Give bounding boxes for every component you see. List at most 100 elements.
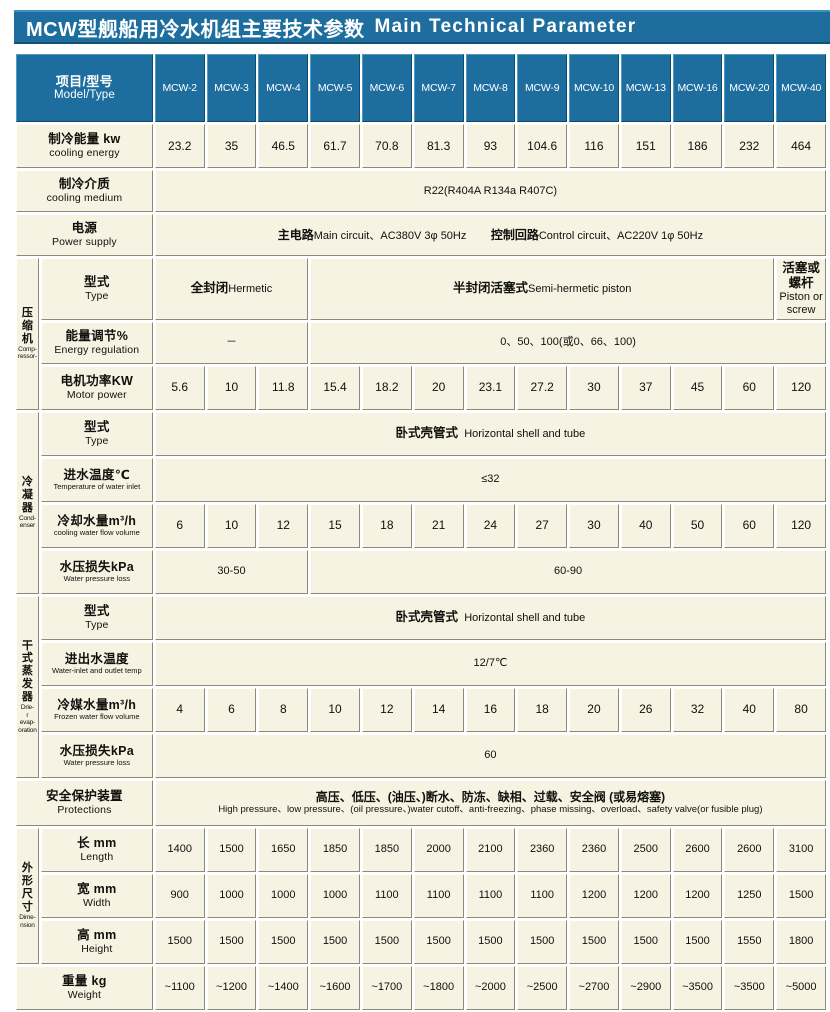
- value: 2600: [737, 843, 762, 856]
- row-label-condenser-pressure-loss: 水压损失kPa Water pressure loss: [40, 549, 153, 594]
- value: 116: [584, 138, 604, 153]
- label-cn: 能量调节%: [65, 329, 129, 344]
- group-label-char: 干: [21, 639, 33, 652]
- energy-regulation-span-2: 0、50、100(或0、66、100): [310, 321, 826, 364]
- dimension-height-value-7: 1500: [465, 919, 516, 964]
- dimension-length-value-10: 2500: [620, 827, 671, 872]
- cooling-energy-value-6: 81.3: [413, 124, 464, 168]
- group-label-en: Cond-: [19, 514, 36, 522]
- frozen-water-flow-value-8: 18: [517, 687, 568, 732]
- model-name: MCW-3: [214, 81, 249, 94]
- motor-power-value-9: 30: [569, 365, 619, 410]
- row-label-power-supply: 电源 Power supply: [16, 214, 153, 256]
- model-name: MCW-5: [317, 81, 353, 94]
- group-label-evaporator: 干式蒸发器 Drie-r evap-oration: [16, 595, 39, 778]
- dimension-height-value-4: 1500: [310, 919, 360, 964]
- protections-en: High pressure、low pressure、(oil pressure…: [218, 804, 763, 816]
- model-name: MCW-2: [162, 81, 198, 94]
- dimension-height-value-8: 1500: [517, 919, 568, 964]
- value: 120: [791, 518, 812, 533]
- group-label-char: 形: [21, 875, 33, 888]
- label-cn: 项目/型号: [55, 73, 113, 89]
- table-body: 项目/型号 Model/Type MCW-2 MCW-3 MCW-4 MCW-5 MCW-6…: [16, 54, 826, 1010]
- cooling-water-flow-value-11: 50: [672, 503, 723, 548]
- value: 1500: [685, 935, 710, 948]
- cooling-water-flow-value-6: 21: [413, 503, 464, 548]
- group-label-char: 寸: [21, 901, 33, 914]
- energy-regulation-span-1: －: [154, 321, 309, 364]
- label-cn: 全封闭: [190, 281, 229, 296]
- value: ~1600: [319, 981, 351, 994]
- group-label-char: 压: [21, 307, 33, 320]
- frozen-water-flow-value-2: 6: [206, 687, 257, 732]
- label-cn: 制冷介质: [58, 177, 111, 192]
- value: 15.4: [323, 380, 347, 395]
- table-row: 能量调节% Energy regulation － 0、50、100(或0、66、10…: [16, 321, 826, 364]
- value: 61.7: [323, 138, 347, 153]
- dimension-width-value-8: 1100: [517, 873, 568, 918]
- dimension-height-value-3: 1500: [258, 919, 309, 964]
- value: ~1400: [267, 981, 299, 994]
- label-en: Water pressure loss: [63, 757, 131, 767]
- cooling-water-flow-value-8: 27: [517, 503, 568, 548]
- frozen-water-flow-value-12: 40: [724, 687, 775, 732]
- label-en: Height: [81, 943, 113, 956]
- dimension-width-value-11: 1200: [672, 873, 723, 918]
- label-en: Type: [85, 290, 109, 303]
- model-name: MCW-6: [369, 81, 405, 94]
- dimension-length-value-4: 1850: [310, 827, 360, 872]
- weight-value-2: ~1200: [206, 965, 257, 1010]
- header-model-5: MCW-6: [361, 54, 412, 122]
- value: 24: [483, 518, 498, 533]
- table-row: 水压损失kPa Water pressure loss 30-50 60-90: [16, 549, 826, 594]
- value: 10: [328, 702, 342, 717]
- value: 卧式壳管式 Horizontal shell and tube: [395, 610, 586, 625]
- value: 1550: [737, 935, 762, 948]
- header-model-10: MCW-13: [620, 54, 671, 122]
- label-cn: 冷媒水量m³/h: [57, 698, 137, 713]
- table-header-row: 项目/型号 Model/Type MCW-2 MCW-3 MCW-4 MCW-5 MCW-6…: [16, 54, 826, 122]
- model-name: MCW-8: [473, 81, 508, 94]
- value: 120: [791, 380, 812, 395]
- value: ~3500: [733, 981, 765, 994]
- value: ~2900: [630, 981, 662, 994]
- cooling-energy-value-1: 23.2: [154, 124, 205, 168]
- cooling-energy-value-11: 186: [672, 124, 723, 168]
- row-label-evaporator-pressure-loss: 水压损失kPa Water pressure loss: [40, 733, 153, 778]
- value: 186: [687, 138, 708, 153]
- row-label-dimension-length: 长 mm Length: [40, 827, 153, 872]
- value: 35: [224, 138, 239, 153]
- label-en: Power supply: [51, 236, 117, 249]
- dimension-width-value-10: 1200: [620, 873, 671, 918]
- value: 1500: [219, 843, 244, 856]
- header-model-4: MCW-5: [310, 54, 360, 122]
- weight-value-4: ~1600: [310, 965, 360, 1010]
- row-label-weight: 重量 kg Weight: [16, 965, 153, 1010]
- condenser-pressure-loss-span-1: 30-50: [154, 549, 309, 594]
- dimension-length-value-2: 1500: [206, 827, 257, 872]
- value: 27: [535, 518, 549, 533]
- motor-power-value-3: 11.8: [258, 365, 309, 410]
- dimension-height-value-10: 1500: [620, 919, 671, 964]
- value: 2360: [529, 843, 555, 856]
- value: ~1200: [216, 981, 247, 994]
- evaporator-type-value: 卧式壳管式 Horizontal shell and tube: [154, 595, 826, 640]
- value: 27.2: [530, 380, 554, 395]
- value: 20: [587, 702, 601, 717]
- table-row: 进出水温度 Water-inlet and outlet temp 12/7℃: [16, 641, 826, 686]
- row-label-water-inlet-temp: 进水温度℃ Temperature of water inlet: [40, 457, 153, 502]
- dimension-width-value-7: 1100: [465, 873, 516, 918]
- label-en: Piston or screw: [779, 290, 823, 316]
- label-en: cooling energy: [49, 147, 120, 160]
- table-row: 冷却水量m³/h cooling water flow volume 6 10 12 15…: [16, 503, 826, 548]
- label-en: Temperature of water inlet: [53, 481, 141, 491]
- dimension-length-value-3: 1650: [258, 827, 309, 872]
- value: 1500: [374, 935, 400, 948]
- value: 70.8: [375, 138, 399, 153]
- group-label-char: 凝: [21, 488, 33, 501]
- value: 30-50: [217, 565, 246, 578]
- header-model-7: MCW-8: [465, 54, 516, 122]
- table-row: 干式蒸发器 Drie-r evap-oration 型式 Type 卧式壳管式 Hori…: [16, 595, 826, 778]
- value: ~3500: [682, 981, 713, 994]
- model-name: MCW-9: [524, 81, 560, 94]
